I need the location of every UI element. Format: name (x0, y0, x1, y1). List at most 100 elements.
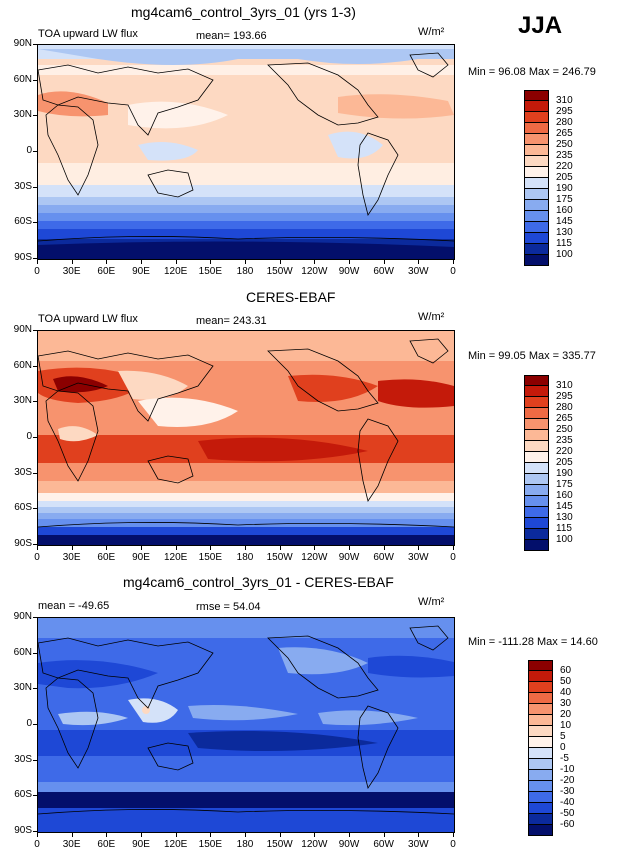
x-tick-label: 90W (338, 552, 360, 563)
panel-2-minmax: Min = 99.05 Max = 335.77 (468, 350, 596, 362)
colorbar-label: 130 (556, 512, 573, 523)
x-tick-mark (210, 545, 212, 550)
x-tick-mark (453, 832, 454, 837)
colorbar-label: 130 (556, 227, 573, 238)
colorbar-swatch (528, 704, 553, 715)
colorbar-label: -20 (560, 775, 575, 786)
colorbar-swatch (528, 682, 553, 693)
colorbar-label: 265 (556, 413, 573, 424)
x-tick-mark (349, 545, 350, 550)
x-tick-label: 90E (132, 839, 150, 850)
y-tick-label: 60N (13, 359, 32, 371)
colorbar-label: -50 (560, 808, 575, 819)
colorbar-swatch (524, 233, 549, 244)
x-tick-mark (383, 832, 385, 837)
y-tick-label: 0 (26, 145, 32, 156)
y-tick-mark (33, 437, 38, 438)
colorbar-swatch (524, 529, 549, 540)
x-tick-label: 0 (450, 552, 456, 563)
panel-1-mean-label: mean= 193.66 (196, 30, 267, 42)
colorbar-swatch (528, 671, 553, 682)
y-tick-label: 90S (14, 538, 32, 549)
colorbar-label: 145 (556, 501, 573, 512)
x-tick-label: 150W (266, 839, 293, 850)
y-tick-mark (33, 652, 38, 654)
y-tick-label: 30S (14, 753, 32, 765)
colorbar-swatch (524, 386, 549, 397)
colorbar-swatch (528, 759, 553, 770)
colorbar-swatch (524, 101, 549, 112)
x-tick-mark (245, 832, 246, 837)
x-tick-mark (141, 545, 142, 550)
colorbar-label: 5 (560, 731, 566, 742)
panel-3-title: mg4cam6_control_3yrs_01 - CERES-EBAF (123, 574, 394, 590)
x-tick-label: 60W (373, 266, 394, 277)
colorbar-swatch (524, 452, 549, 463)
colorbar-swatch (524, 540, 549, 551)
x-tick-mark (245, 259, 246, 264)
colorbar-swatch (528, 825, 553, 836)
x-tick-mark (175, 832, 177, 837)
panel-2-colorbar: 310 295 280 265 250 235 220 205 190 175 160 145 130 1… (524, 375, 573, 551)
y-tick-mark (33, 544, 38, 545)
colorbar-swatch (524, 123, 549, 134)
colorbar-swatch (524, 156, 549, 167)
x-tick-mark (71, 832, 73, 837)
x-tick-mark (210, 832, 212, 837)
colorbar-label: 20 (560, 709, 572, 720)
colorbar-label: 205 (556, 172, 573, 183)
colorbar-label: 220 (556, 446, 573, 457)
colorbar-label: 295 (556, 391, 573, 402)
x-tick-label: 0 (34, 839, 40, 850)
x-tick-mark (279, 832, 281, 837)
x-tick-label: 180 (236, 839, 254, 850)
colorbar-label: 205 (556, 457, 573, 468)
colorbar-label: -10 (560, 764, 575, 775)
panel-3-colorbar: 60 50 40 30 20 10 5 0 -5 -10 -20 -30 -40 -50 -60 (528, 660, 574, 836)
x-tick-mark (383, 545, 385, 550)
colorbar-label: 0 (560, 742, 566, 753)
colorbar-swatch (524, 441, 549, 452)
y-tick-label: 30N (13, 682, 32, 694)
colorbar-swatch (524, 375, 549, 386)
x-tick-mark (279, 259, 281, 264)
colorbar-label: -40 (560, 797, 575, 808)
colorbar-label: 115 (556, 523, 572, 534)
x-tick-mark (349, 259, 350, 264)
panel-2-title: CERES-EBAF (246, 289, 336, 305)
y-tick-mark (33, 617, 38, 618)
x-tick-label: 180 (236, 552, 254, 563)
x-tick-mark (71, 259, 73, 264)
colorbar-label: 175 (556, 194, 573, 205)
x-tick-mark (141, 259, 142, 264)
x-tick-mark (279, 545, 281, 550)
colorbar-swatch (528, 726, 553, 737)
colorbar-swatch (524, 167, 549, 178)
colorbar-swatch (524, 397, 549, 408)
y-tick-label: 30S (14, 180, 32, 192)
colorbar-swatch (528, 792, 553, 803)
x-tick-mark (71, 545, 73, 550)
colorbar-label: 60 (560, 665, 572, 676)
y-tick-label: 30S (14, 466, 32, 478)
x-tick-mark (37, 545, 38, 550)
colorbar-swatch (524, 244, 549, 255)
x-tick-mark (37, 832, 38, 837)
colorbar-label: 100 (556, 249, 573, 260)
x-tick-label: 150E (198, 552, 222, 563)
x-tick-mark (37, 259, 38, 264)
x-tick-label: 90E (132, 552, 150, 563)
panel-1-left-label: TOA upward LW flux (38, 28, 138, 40)
x-tick-label: 30E (62, 552, 81, 563)
colorbar-swatch (524, 463, 549, 474)
colorbar-label: 310 (556, 95, 573, 106)
colorbar-label: 280 (556, 402, 573, 413)
colorbar-swatch (524, 145, 549, 156)
x-tick-label: 120W (301, 839, 328, 850)
colorbar-swatch (524, 200, 549, 211)
colorbar-swatch (524, 507, 549, 518)
panel-2-left-label: TOA upward LW flux (38, 313, 138, 325)
x-tick-label: 60W (373, 552, 394, 563)
x-tick-label: 0 (450, 839, 456, 850)
panel-2-mean-label: mean= 243.31 (196, 315, 267, 327)
